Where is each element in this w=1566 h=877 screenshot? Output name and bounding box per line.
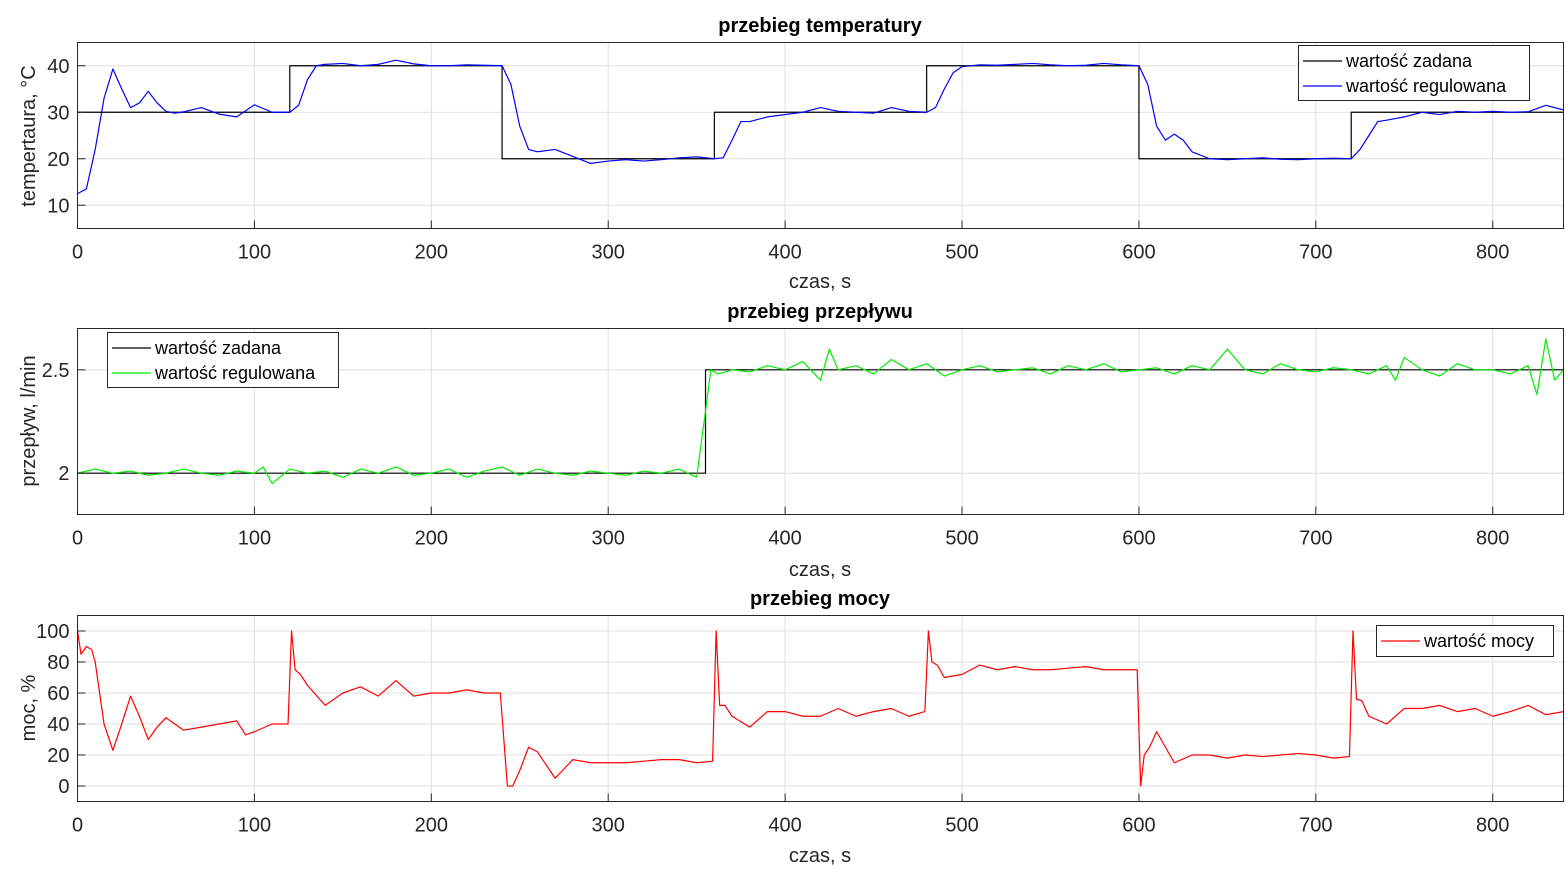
flow-x-tick-label: 400 [768,528,801,550]
temperature-y-tick-label: 20 [47,149,69,171]
power-y-tick-label: 0 [58,776,69,798]
flow-chart-title: przebieg przepływu [727,301,913,323]
flow-x-tick-label: 800 [1476,528,1509,550]
temperature-x-tick-label: 700 [1299,242,1332,264]
flow-legend-box [107,332,339,388]
power-y-tick-label: 40 [47,714,69,736]
power-series [77,630,1564,787]
temperature-x-tick-label: 400 [768,242,801,264]
power-axes-frame [77,615,1564,802]
flow-x-tick-label: 100 [238,528,271,550]
power-x-axis-label: czas, s [789,845,851,867]
temperature-x-tick-label: 100 [238,242,271,264]
power-y-tick-label: 80 [47,652,69,674]
flow-x-tick-label: 300 [592,528,625,550]
power-y-tick-label: 100 [36,621,69,643]
flow-x-tick-label: 200 [415,528,448,550]
power-x-tick-label: 500 [945,815,978,837]
power-y-tick-label: 60 [47,683,69,705]
temperature-x-tick-label: 200 [415,242,448,264]
power-x-tick-label: 200 [415,815,448,837]
power-y-tick-label: 20 [47,745,69,767]
power-x-tick-label: 400 [768,815,801,837]
flow-legend-label-setpoint: wartość zadana [154,338,282,358]
flow-axes-frame [77,328,1564,515]
flow-ticks: 0 100 200 300 400 500 600 700 800 2 2.5 [42,360,1510,550]
power-series-line-0 [77,630,1564,787]
power-x-tick-label: 100 [238,815,271,837]
temperature-legend-box [1298,45,1530,101]
power-legend: wartość mocy [1376,625,1554,657]
power-chart-title: przebieg mocy [750,588,891,610]
power-grid [77,615,1564,802]
flow-x-tick-label: 500 [945,528,978,550]
temperature-x-tick-label: 0 [72,242,83,264]
temperature-x-axis-label: czas, s [789,271,851,293]
flow-series [77,338,1564,485]
flow-y-tick-label: 2 [58,463,69,485]
temperature-y-tick-label: 10 [47,195,69,217]
temperature-x-tick-label: 500 [945,242,978,264]
power-x-tick-label: 300 [592,815,625,837]
flow-legend: wartość zadana wartość regulowana [107,332,339,388]
temperature-y-tick-label: 30 [47,102,69,124]
power-y-axis-label: moc, % [18,674,40,741]
temperature-chart-title: przebieg temperatury [718,15,922,37]
power-legend-label: wartość mocy [1423,631,1534,651]
temperature-x-tick-label: 300 [592,242,625,264]
power-panel: przebieg mocy czas, s moc, % 0 100 200 300 4… [18,588,1564,867]
power-ticks: 0 100 200 300 400 500 600 700 800 0 20 40 60 80 100 [36,621,1509,837]
temperature-legend: wartość zadana wartość regulowana [1298,45,1530,101]
power-x-tick-label: 800 [1476,815,1509,837]
temperature-y-axis-label: tempertaura, °C [18,65,40,206]
flow-x-tick-label: 0 [72,528,83,550]
power-x-tick-label: 700 [1299,815,1332,837]
flow-legend-label-controlled: wartość regulowana [154,363,316,383]
temperature-panel: przebieg temperatury czas, s tempertaura… [18,15,1564,293]
flow-series-line-1 [77,338,1564,485]
temperature-legend-label-setpoint: wartość zadana [1345,51,1473,71]
temperature-y-tick-label: 40 [47,56,69,78]
flow-x-axis-label: czas, s [789,559,851,581]
power-x-tick-label: 0 [72,815,83,837]
flow-y-tick-label: 2.5 [42,360,70,382]
power-x-tick-label: 600 [1122,815,1155,837]
flow-panel: przebieg przepływu czas, s przepływ, l/m… [18,301,1564,581]
temperature-legend-label-controlled: wartość regulowana [1345,76,1507,96]
temperature-x-tick-label: 600 [1122,242,1155,264]
temperature-series-line-1 [77,59,1564,195]
flow-x-tick-label: 600 [1122,528,1155,550]
flow-x-tick-label: 700 [1299,528,1332,550]
flow-y-axis-label: przepływ, l/min [18,355,40,486]
temperature-ticks: 0 100 200 300 400 500 600 700 800 10 20 30 40 [47,56,1509,264]
temperature-series [77,59,1564,195]
temperature-axes-frame [77,42,1564,229]
temperature-x-tick-label: 800 [1476,242,1509,264]
